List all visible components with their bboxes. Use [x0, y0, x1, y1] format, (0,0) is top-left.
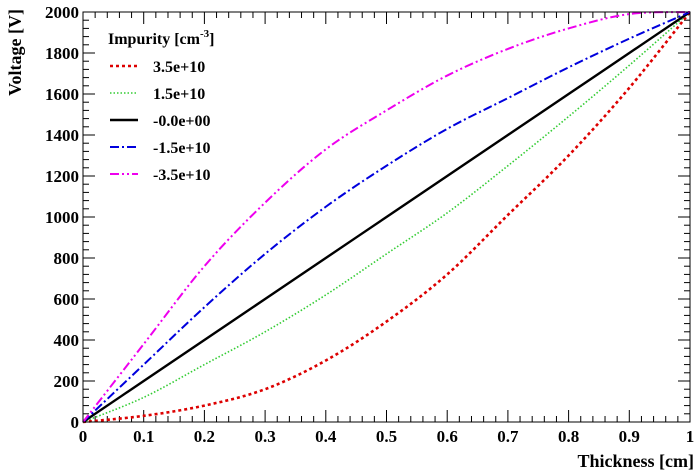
legend-title-main: Impurity [cm	[108, 31, 201, 48]
x-axis-title: Thickness [cm]	[578, 451, 695, 471]
x-tick-label: 0.2	[194, 427, 215, 446]
x-tick-label: 0.7	[497, 427, 519, 446]
legend-label-3: -1.5e+10	[153, 140, 211, 157]
legend-items: 3.5e+10 1.5e+10 -0.0e+00 -1.5e+10 -3.5e+10	[110, 59, 211, 184]
y-tick-label: 0	[71, 413, 80, 432]
series-line-1	[82, 11, 691, 423]
y-tick-labels: 0 200 400 600 800 1000 1200 1400 1600 1800 2000	[45, 3, 79, 432]
x-tick-label: 0.6	[437, 427, 458, 446]
y-tick-label: 1800	[45, 44, 79, 63]
x-tick-label: 1	[686, 427, 695, 446]
y-tick-label: 2000	[45, 3, 79, 22]
tick-marks	[82, 11, 691, 423]
x-tick-label: 0	[79, 427, 88, 446]
x-tick-label: 0.8	[558, 427, 579, 446]
legend: Impurity [cm-3] 3.5e+10 1.5e+10 -0.0e+00 -1…	[108, 28, 214, 184]
y-tick-label: 1000	[45, 208, 79, 227]
legend-label-1: 1.5e+10	[153, 86, 205, 103]
y-tick-label: 1200	[45, 167, 79, 186]
y-tick-label: 400	[54, 331, 80, 350]
legend-label-4: -3.5e+10	[153, 167, 211, 184]
x-tick-label: 0.1	[133, 427, 154, 446]
legend-label-2: -0.0e+00	[153, 113, 211, 130]
plot-frame	[82, 11, 691, 423]
series-lines	[82, 11, 692, 424]
x-tick-label: 0.3	[254, 427, 275, 446]
series-line-3	[82, 11, 691, 423]
x-tick-label: 0.5	[376, 427, 397, 446]
y-tick-label: 600	[54, 290, 80, 309]
y-tick-label: 1600	[45, 85, 79, 104]
y-axis-title: Voltage [V]	[5, 9, 25, 96]
legend-label-0: 3.5e+10	[153, 59, 205, 76]
y-tick-label: 800	[54, 249, 80, 268]
y-tick-label: 1400	[45, 126, 79, 145]
y-tick-label: 200	[54, 372, 80, 391]
legend-title-sup: -3	[200, 28, 210, 40]
legend-title: Impurity [cm-3]	[108, 28, 214, 48]
x-tick-label: 0.9	[619, 427, 640, 446]
x-tick-label: 0.4	[315, 427, 337, 446]
series-line-4	[82, 11, 691, 423]
legend-title-end: ]	[209, 31, 214, 48]
series-line-2	[82, 11, 691, 423]
x-tick-labels: 0 0.1 0.2 0.3 0.4 0.5 0.6 0.7 0.8 0.9 1	[79, 427, 695, 446]
